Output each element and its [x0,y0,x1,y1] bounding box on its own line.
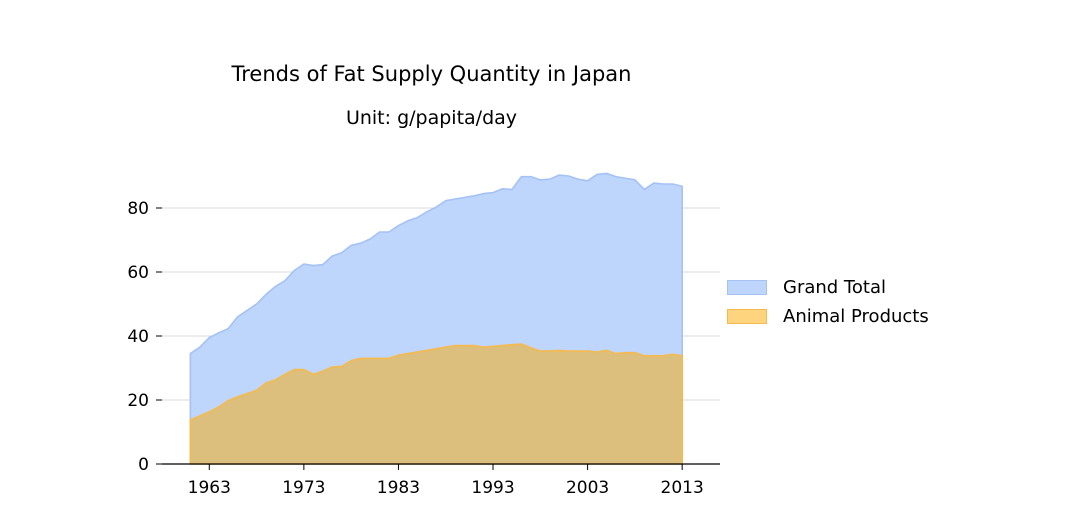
legend-label-grand-total: Grand Total [783,277,886,298]
x-tick-label-1993: 1993 [471,478,514,498]
legend-swatch-grand-total [727,280,767,295]
y-tick-label-0: 0 [138,455,149,475]
y-tick-label-40: 40 [127,327,149,347]
legend-label-animal-products: Animal Products [783,306,929,327]
x-tick-label-1973: 1973 [282,478,325,498]
chart-title: Trends of Fat Supply Quantity in Japan [231,62,632,86]
x-tick-label-2013: 2013 [661,478,704,498]
legend-item-grand-total: Grand Total [727,273,929,302]
x-tick-label-1983: 1983 [377,478,420,498]
legend-swatch-animal-products [727,309,767,324]
x-tick-label-2003: 2003 [566,478,609,498]
legend-item-animal-products: Animal Products [727,302,929,331]
area-series-animal-products [189,343,683,465]
y-tick-label-60: 60 [127,263,149,283]
legend: Grand Total Animal Products [727,273,929,331]
x-tick-label-1963: 1963 [188,478,231,498]
chart-subtitle: Unit: g/papita/day [345,107,518,129]
axes: 1963 1973 1983 1993 2003 2013 0 20 40 60 80 [127,199,720,498]
y-tick-label-80: 80 [127,199,149,219]
y-tick-label-20: 20 [127,391,149,411]
area-series-layer [189,172,683,465]
